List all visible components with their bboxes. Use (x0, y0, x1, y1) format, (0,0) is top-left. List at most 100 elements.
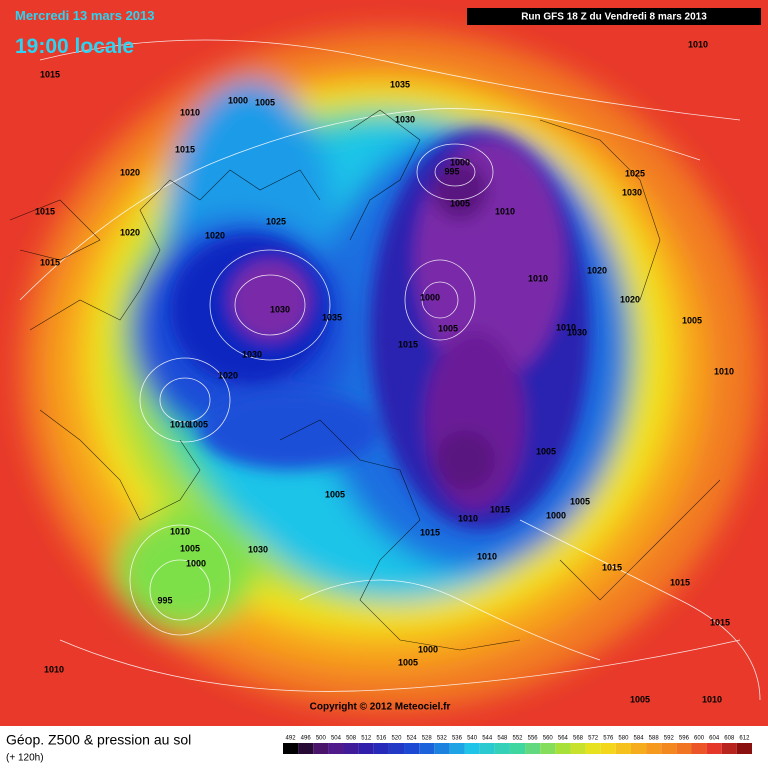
scale-label: 492 (286, 736, 297, 742)
scale-label: 528 (422, 736, 433, 742)
isobar-label: 1030 (270, 304, 290, 314)
scale-label: 596 (679, 736, 690, 742)
scale-swatch (343, 743, 359, 754)
scale-swatch (358, 743, 374, 754)
scale-swatch (736, 743, 752, 754)
isobar-label: 1000 (418, 644, 438, 654)
scale-label: 500 (316, 736, 327, 742)
isobar-label: 1005 (325, 489, 345, 499)
isobar-label: 1005 (630, 694, 650, 704)
isobar-label: 1000 (186, 558, 206, 568)
scale-label: 496 (301, 736, 312, 742)
scale-label: 504 (331, 736, 342, 742)
scale-swatch (570, 743, 586, 754)
isobar-label: 1005 (438, 323, 458, 333)
scale-swatch (706, 743, 722, 754)
scale-label: 540 (467, 736, 478, 742)
legend-title: Géop. Z500 & pression au sol (6, 732, 191, 748)
color-scale: 492 496 500 504 508 512 516 520 524 528 532 536 540 5… (283, 736, 752, 754)
isobar-label: 1005 (398, 657, 418, 667)
scale-label: 580 (618, 736, 629, 742)
scale-label: 576 (603, 736, 614, 742)
scale-swatch (373, 743, 389, 754)
isobar-label: 1015 (710, 617, 730, 627)
scale-label: 564 (558, 736, 569, 742)
scale-swatch (600, 743, 616, 754)
isobar-label: 1030 (248, 544, 268, 554)
scale-swatch (646, 743, 662, 754)
isobar-label: 1015 (602, 562, 622, 572)
scale-swatch (525, 743, 541, 754)
isobar-label: 1015 (35, 206, 55, 216)
isobar-label: 1030 (622, 187, 642, 197)
isobar-label: 1030 (242, 349, 262, 359)
isobar-label: 995 (444, 166, 459, 176)
scale-swatch (313, 743, 329, 754)
scale-swatch (661, 743, 677, 754)
scale-swatch (615, 743, 631, 754)
scale-swatch (404, 743, 420, 754)
scale-swatch (449, 743, 465, 754)
isobar-label: 1010 (44, 664, 64, 674)
scale-swatch (419, 743, 435, 754)
isobar-label: 1010 (170, 526, 190, 536)
isobar-label: 1015 (490, 504, 510, 514)
isobar-label: 1010 (495, 206, 515, 216)
isobar-label: 1015 (398, 339, 418, 349)
coastlines (9, 109, 721, 651)
isobar-label: 1020 (205, 230, 225, 240)
scale-label: 556 (528, 736, 539, 742)
isobar-label: 1025 (625, 168, 645, 178)
scale-label: 548 (497, 736, 508, 742)
scale-swatch (676, 743, 692, 754)
isobar-label: 1010 (170, 419, 190, 429)
isobar-label: 1020 (120, 167, 140, 177)
scale-swatch (479, 743, 495, 754)
scale-label: 508 (346, 736, 357, 742)
isobar-label: 1005 (682, 315, 702, 325)
isobar-label: 1030 (395, 114, 415, 124)
scale-swatch (434, 743, 450, 754)
isobar-label: 1000 (546, 510, 566, 520)
scale-label: 568 (573, 736, 584, 742)
scale-label: 512 (361, 736, 372, 742)
isobar-label: 1010 (528, 273, 548, 283)
height-field (0, 0, 768, 726)
isobar-label: 1005 (450, 198, 470, 208)
isobar-label: 1010 (688, 39, 708, 49)
scale-swatch (555, 743, 571, 754)
scale-swatch (691, 743, 707, 754)
scale-label: 552 (512, 736, 523, 742)
isobar-label: 1025 (266, 216, 286, 226)
scale-label: 604 (709, 736, 720, 742)
scale-label: 544 (482, 736, 493, 742)
scale-swatch (585, 743, 601, 754)
isobar-label: 1010 (180, 107, 200, 117)
legend-subtitle: (+ 120h) (6, 753, 44, 764)
scale-label: 608 (724, 736, 735, 742)
isobar-label: 1020 (587, 265, 607, 275)
isobar-label: 1005 (188, 419, 208, 429)
scale-label: 516 (376, 736, 387, 742)
isobar-label: 1030 (567, 327, 587, 337)
isobar-label: 1010 (458, 513, 478, 523)
isobar-label: 1000 (450, 157, 470, 167)
isobar-label: 995 (157, 595, 172, 605)
scale-swatch (328, 743, 344, 754)
isobar-label: 1005 (536, 446, 556, 456)
isobar-label: 1020 (620, 294, 640, 304)
run-banner (467, 8, 761, 25)
forecast-date: Mercredi 13 mars 2013 (15, 8, 154, 23)
scale-label: 592 (664, 736, 675, 742)
isobars (19, 39, 761, 701)
scale-label: 572 (588, 736, 599, 742)
isobar-label: 1035 (322, 312, 342, 322)
isobar-label: 1000 (420, 292, 440, 302)
scale-label: 524 (407, 736, 418, 742)
scale-swatch (298, 743, 314, 754)
scale-label: 532 (437, 736, 448, 742)
scale-swatch (540, 743, 556, 754)
isobar-label: 1005 (255, 97, 275, 107)
